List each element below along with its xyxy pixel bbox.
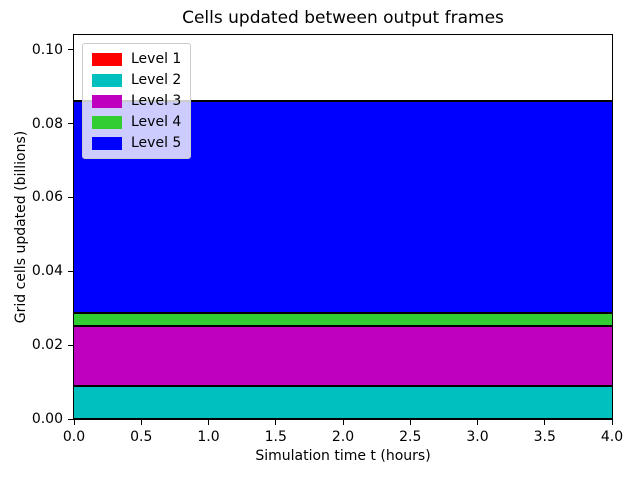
y-tick-mark [68, 270, 73, 272]
legend-item-level-2: Level 2 [92, 72, 181, 88]
legend-label: Level 4 [131, 114, 182, 130]
legend-item-level-4: Level 4 [92, 114, 181, 130]
y-tick-label: 0.10 [31, 41, 63, 58]
legend-swatch-level-3 [92, 94, 122, 108]
x-tick-mark [342, 420, 344, 425]
y-tick-mark [68, 196, 73, 198]
legend-item-level-1: Level 1 [92, 51, 181, 67]
x-tick-label: 1.5 [264, 429, 287, 445]
x-tick-label: 3.0 [466, 429, 489, 445]
x-tick-mark [275, 420, 277, 425]
x-axis-label: Simulation time t (hours) [255, 448, 431, 464]
x-tick-mark [73, 420, 75, 425]
legend-label: Level 2 [131, 72, 182, 88]
legend-label: Level 1 [131, 51, 182, 67]
x-tick-label: 4.0 [600, 429, 624, 445]
legend-swatch-level-4 [92, 115, 122, 129]
x-tick-label: 3.5 [533, 429, 556, 445]
legend-item-level-5: Level 5 [92, 135, 181, 151]
x-tick-mark [544, 420, 546, 425]
x-tick-mark [477, 420, 478, 425]
area-layer-level-4 [74, 312, 612, 325]
y-tick-label: 0.04 [31, 263, 63, 280]
legend-item-level-3: Level 3 [92, 93, 181, 109]
y-tick-label: 0.06 [31, 189, 63, 206]
y-axis-label: Grid cells updated (billions) [13, 130, 29, 324]
y-tick-label: 0.00 [31, 411, 63, 427]
x-tick-label: 2.5 [399, 429, 422, 445]
y-tick-mark [68, 418, 73, 420]
y-tick-label: 0.02 [31, 337, 63, 354]
x-tick-mark [208, 420, 209, 425]
x-tick-mark [140, 420, 142, 425]
x-tick-label: 2.0 [331, 429, 355, 445]
y-tick-label: 0.08 [31, 115, 63, 132]
area-layer-level-3 [74, 324, 612, 386]
legend-label: Level 3 [131, 93, 182, 109]
x-tick-mark [611, 420, 613, 425]
legend-label: Level 5 [131, 135, 182, 151]
chart-title: Cells updated between output frames [182, 8, 504, 28]
legend-swatch-level-2 [92, 73, 122, 87]
y-tick-mark [68, 49, 73, 51]
legend: Level 1 Level 2 Level 3 Level 4 Level 5 [82, 43, 192, 159]
area-layer-level-2 [74, 385, 612, 419]
plot-area: Level 1 Level 2 Level 3 Level 4 Level 5 [73, 34, 613, 420]
x-tick-label: 0.5 [130, 429, 153, 445]
legend-swatch-level-1 [92, 52, 122, 66]
y-tick-mark [68, 123, 73, 125]
x-tick-mark [409, 420, 411, 425]
y-tick-mark [68, 344, 73, 346]
legend-swatch-level-5 [92, 136, 122, 150]
x-tick-label: 1.0 [197, 429, 220, 445]
x-tick-label: 0.0 [62, 429, 86, 445]
